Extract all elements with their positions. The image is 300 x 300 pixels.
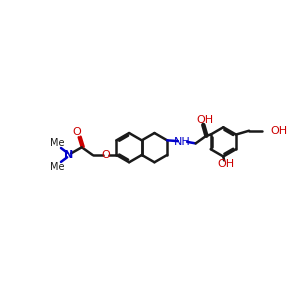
Text: N: N bbox=[64, 150, 73, 160]
Text: O: O bbox=[73, 127, 82, 137]
Text: Me: Me bbox=[50, 161, 64, 172]
Text: Me: Me bbox=[50, 138, 64, 148]
Text: OH: OH bbox=[196, 115, 213, 124]
Text: OH: OH bbox=[270, 126, 287, 136]
Text: NH: NH bbox=[174, 137, 191, 147]
Text: OH: OH bbox=[217, 159, 234, 169]
Text: O: O bbox=[101, 150, 110, 160]
